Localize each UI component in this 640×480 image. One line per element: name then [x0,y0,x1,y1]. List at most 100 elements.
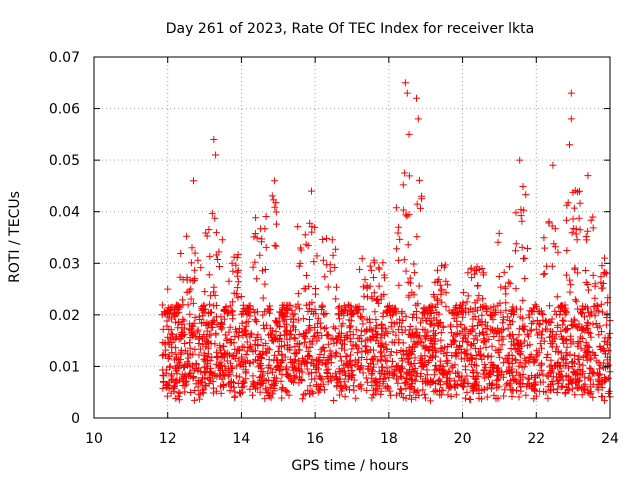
data-point [470,270,478,278]
data-point [259,294,267,302]
data-point [370,259,378,267]
data-point [293,349,301,357]
data-point [456,343,464,351]
data-point [375,299,383,307]
data-point [412,372,420,380]
data-point [308,187,315,195]
y-tick-label: 0.04 [49,205,80,221]
data-point [472,355,480,363]
data-point [317,346,325,354]
data-point [273,319,281,327]
data-point [282,386,290,394]
data-point [288,363,296,371]
data-point [442,289,450,297]
data-point [242,375,250,383]
data-point [186,344,194,352]
data-point [398,354,406,362]
data-point [450,382,458,390]
data-point [257,225,265,233]
data-point [302,301,310,309]
data-point [234,294,242,302]
data-point [544,394,552,402]
data-point [278,337,286,345]
data-point [217,346,225,354]
data-point [572,369,580,377]
data-point [591,282,599,290]
data-point [337,387,345,395]
data-point [286,301,294,309]
data-point [506,317,514,324]
data-point [372,316,380,324]
data-point [359,305,367,313]
data-point [444,391,452,399]
data-point [186,372,194,380]
data-point [265,392,273,399]
data-point [501,386,509,394]
data-point [458,372,466,380]
data-point [313,337,321,345]
data-point [218,362,226,370]
data-point [488,382,496,389]
data-point [346,307,354,315]
data-point [272,208,280,216]
data-point [331,264,339,271]
data-point [541,317,549,325]
x-tick-label: 22 [527,431,545,447]
data-point [225,380,233,388]
data-point [200,356,208,364]
data-point [516,340,524,348]
data-point [205,338,213,346]
data-point [191,266,199,274]
data-point [342,384,350,392]
data-point [540,234,548,242]
data-point [306,316,313,323]
data-point [464,292,472,300]
data-point [302,328,310,336]
data-point [368,394,376,402]
data-point [239,363,247,370]
data-point [337,333,345,341]
data-point [421,332,429,340]
data-point [438,298,446,306]
data-point [197,264,205,272]
data-point [330,397,338,404]
data-point [172,395,180,402]
data-point [421,358,429,366]
data-point [337,357,345,365]
data-point [490,363,498,371]
data-point [547,368,555,376]
data-point [190,396,198,404]
data-point [314,320,321,328]
data-point [223,357,231,365]
data-point [523,330,531,338]
data-point [299,395,307,403]
data-point [259,267,266,275]
data-point [347,302,355,310]
data-point [417,204,424,212]
data-point [361,342,369,350]
data-point [401,379,409,387]
data-point [417,319,424,327]
data-point [212,229,220,237]
data-point [360,292,368,300]
data-point [436,281,444,289]
data-point [603,310,611,318]
data-point [276,323,284,331]
data-point [408,395,415,403]
data-point [199,389,207,397]
data-point [337,322,345,330]
data-point [236,373,244,381]
data-point [195,340,203,347]
data-point [188,244,196,252]
data-point [201,288,209,296]
data-point [517,387,525,395]
data-point [582,348,590,356]
data-point [402,385,410,393]
data-point [382,340,390,348]
data-point [448,352,456,359]
data-point [461,375,469,383]
data-point [234,278,242,286]
data-point [507,377,515,385]
data-point [352,394,360,402]
data-point [243,338,251,346]
